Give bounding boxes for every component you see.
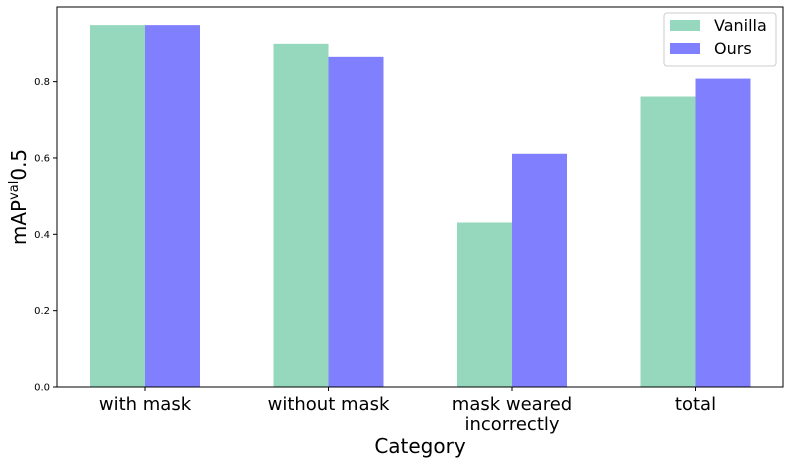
y-tick-label: 0.4	[34, 230, 50, 241]
y-tick-label: 0.2	[34, 306, 50, 317]
x-axis: with mask without mask mask weared incorrec…	[99, 387, 716, 435]
y-axis-title-superscript: val	[7, 181, 22, 200]
bar-vanilla-2	[457, 222, 512, 387]
x-tick-label: total	[675, 394, 716, 415]
legend-swatch-vanilla	[670, 20, 700, 31]
legend: Vanilla Ours	[663, 12, 777, 67]
bar-ours-1	[328, 56, 384, 388]
bar-vanilla-1	[273, 43, 329, 388]
legend-label-ours: Ours	[714, 39, 752, 58]
bar-ours-3	[695, 78, 751, 387]
x-tick-label-line: mask weared	[452, 394, 572, 415]
x-tick-label-line: without mask	[268, 394, 390, 415]
legend-swatch-ours	[670, 43, 700, 54]
y-tick-label: 0.6	[34, 153, 50, 164]
legend-label-vanilla: Vanilla	[714, 16, 767, 35]
y-axis-title-tail: 0.5	[7, 149, 31, 181]
x-tick-label-line: incorrectly	[464, 414, 559, 435]
x-tick-label: with mask	[99, 394, 192, 415]
y-tick-label: 0.0	[34, 383, 50, 394]
y-axis: 0.0 0.2 0.4 0.6 0.8	[34, 77, 57, 394]
x-tick-label: mask weared incorrectly	[452, 394, 572, 435]
plot-frame	[56, 6, 784, 388]
y-axis-title: mAPval0.5	[7, 149, 31, 245]
bar-ours-2	[512, 153, 567, 387]
y-axis-title-main: mAP	[7, 200, 31, 245]
bar-vanilla-0	[90, 25, 145, 387]
x-tick-label: without mask	[268, 394, 390, 415]
bar-vanilla-3	[640, 96, 696, 387]
x-tick-label-line: total	[675, 394, 716, 415]
y-tick-label: 0.8	[34, 77, 50, 88]
bar-ours-0	[145, 25, 200, 387]
x-axis-title: Category	[374, 434, 466, 458]
x-tick-label-line: with mask	[99, 394, 192, 415]
bars-layer	[90, 25, 751, 388]
